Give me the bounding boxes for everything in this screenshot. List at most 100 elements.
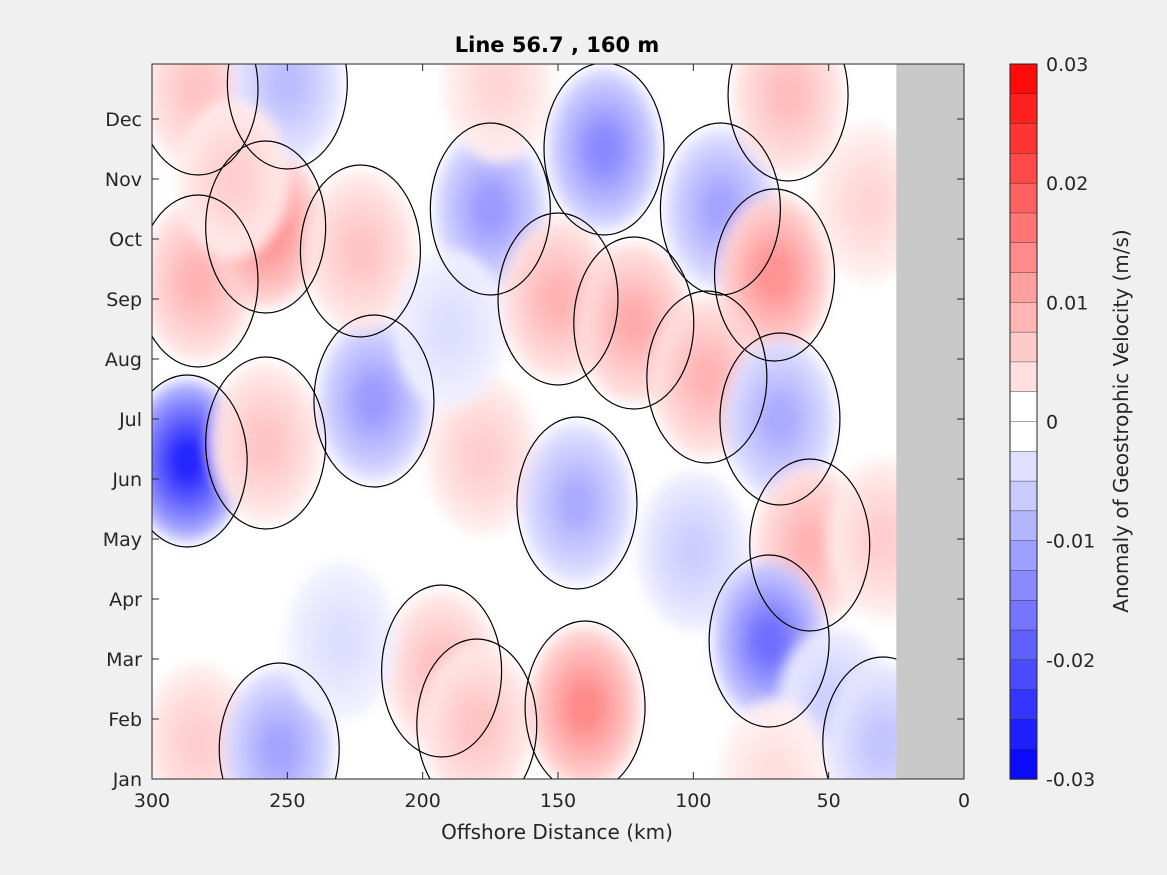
anomaly-cell-15-4 <box>540 275 576 323</box>
y-tick-label-Aug: Aug <box>105 349 142 371</box>
colorbar-level-13 <box>1009 451 1038 482</box>
y-tick-label-Jan: Jan <box>112 769 142 791</box>
anomaly-cell-32-4 <box>756 755 793 779</box>
x-tick-label-300: 300 <box>134 790 170 812</box>
x-tick-label-0: 0 <box>958 790 970 812</box>
anomaly-cell-7-4 <box>356 377 392 425</box>
x-tick-label-50: 50 <box>817 790 841 812</box>
zero-contour-6 <box>218 662 340 779</box>
colorbar-level-8 <box>1009 302 1038 333</box>
colorbar-tick-label-3: 0 <box>1046 412 1058 434</box>
zero-contour-9 <box>299 164 422 338</box>
anomaly-cell-10-4 <box>472 185 508 233</box>
zero-contour-4 <box>152 374 248 548</box>
anomaly-cell-4-4 <box>169 437 205 485</box>
anomaly-cell-5-4 <box>180 719 216 767</box>
anomaly-cell-12-4 <box>464 431 500 479</box>
colorbar-level-15 <box>1009 510 1038 542</box>
anomaly-cell-34-4 <box>432 305 468 353</box>
anomaly-cell-27-4 <box>323 617 360 665</box>
colorbar-level-2 <box>1009 123 1038 155</box>
chart-title: Line 56.7 , 160 m <box>455 33 660 57</box>
zero-contour-7 <box>313 314 435 488</box>
colorbar-level-22 <box>1009 719 1038 750</box>
colorbar-label: Anomaly of Geostrophic Velocity (m/s) <box>1109 229 1133 612</box>
anomaly-cell-13-4 <box>586 125 622 173</box>
zero-contour-1 <box>152 64 259 176</box>
zero-contour-8 <box>205 356 327 530</box>
colorbar-level-1 <box>1009 93 1038 125</box>
colorbar-level-19 <box>1009 629 1038 661</box>
anomaly-cell-22-4 <box>675 527 711 575</box>
zero-contour-23 <box>719 332 841 506</box>
y-tick-label-Jul: Jul <box>118 409 142 431</box>
zero-contour-2 <box>205 140 327 314</box>
colorbar-level-9 <box>1009 331 1038 363</box>
colorbar-level-7 <box>1009 272 1038 304</box>
zero-contour-19 <box>727 64 849 182</box>
anomaly-cell-28-4 <box>567 683 603 731</box>
y-tick-label-Sep: Sep <box>106 289 142 311</box>
zero-contour-25 <box>381 584 503 758</box>
colorbar-level-21 <box>1009 689 1038 721</box>
anomaly-cell-8-4 <box>248 419 284 467</box>
anomaly-cell-26-4 <box>459 701 495 749</box>
y-tick-label-Jun: Jun <box>111 469 142 491</box>
colorbar-level-6 <box>1009 242 1038 274</box>
y-tick-label-Oct: Oct <box>109 229 142 251</box>
zero-contour-29 <box>708 554 830 728</box>
x-tick-label-200: 200 <box>405 790 441 812</box>
zero-contour-0 <box>152 194 259 368</box>
anomaly-cell-24-4 <box>792 521 828 569</box>
y-tick-label-Dec: Dec <box>105 109 142 131</box>
colorbar-tick-label-5: -0.02 <box>1046 650 1095 672</box>
colorbar-level-16 <box>1009 540 1038 572</box>
zero-contour-13 <box>543 64 665 236</box>
zero-contour-17 <box>646 290 768 464</box>
plot-area: 300 250 200 150 100 50 0 Jan Feb Mar Apr May Jun Jul… <box>103 63 970 812</box>
colorbar-box <box>1009 63 1038 780</box>
x-tick-label-100: 100 <box>675 790 711 812</box>
colorbar-tick-label-6: -0.03 <box>1046 769 1095 791</box>
anomaly-cell-21-4 <box>559 479 595 527</box>
anomaly-cell-31-4 <box>865 719 901 767</box>
colorbar-tick-label-2: 0.01 <box>1046 292 1088 314</box>
zero-contour-18 <box>713 188 836 362</box>
zero-contour-21 <box>516 416 638 590</box>
anomaly-cell-23-4 <box>762 395 798 443</box>
y-tick-label-Feb: Feb <box>108 709 142 731</box>
colorbar-tick-label-1: 0.02 <box>1046 173 1088 195</box>
colorbar-level-23 <box>1009 749 1038 780</box>
colorbar-level-3 <box>1009 153 1038 184</box>
colorbar-tick-label-0: 0.03 <box>1046 54 1088 76</box>
x-ticks: 300 250 200 150 100 50 0 <box>134 64 970 812</box>
colorbar-level-17 <box>1009 570 1038 601</box>
zero-contour-10 <box>429 122 551 296</box>
y-tick-label-Apr: Apr <box>109 589 142 611</box>
anomaly-cell-16-4 <box>616 299 652 347</box>
anomaly-cell-35-4 <box>215 155 251 203</box>
anomaly-cell-20-4 <box>851 179 887 227</box>
anomaly-cell-33-4 <box>865 515 901 563</box>
colorbar-level-0 <box>1009 63 1038 95</box>
anomaly-cell-0-4 <box>180 257 216 305</box>
y-tick-label-Mar: Mar <box>106 649 142 671</box>
anomaly-cell-11-4 <box>480 64 517 107</box>
anomaly-field <box>152 64 944 779</box>
anomaly-cell-19-4 <box>770 71 806 119</box>
zero-contour-14 <box>659 122 782 296</box>
masked-region <box>896 64 964 779</box>
colorbar-level-10 <box>1009 361 1038 393</box>
anomaly-cell-6-4 <box>261 725 297 773</box>
colorbar-level-20 <box>1009 659 1038 691</box>
colorbar-level-4 <box>1009 182 1038 214</box>
colorbar-level-12 <box>1009 421 1038 452</box>
x-tick-label-150: 150 <box>540 790 576 812</box>
colorbar-level-18 <box>1009 600 1038 631</box>
zero-contour-26 <box>416 638 538 779</box>
y-tick-label-May: May <box>103 529 142 551</box>
anomaly-cell-1-4 <box>180 65 216 113</box>
anomaly-cell-9-4 <box>342 227 379 275</box>
anomaly-cell-17-4 <box>689 353 725 401</box>
